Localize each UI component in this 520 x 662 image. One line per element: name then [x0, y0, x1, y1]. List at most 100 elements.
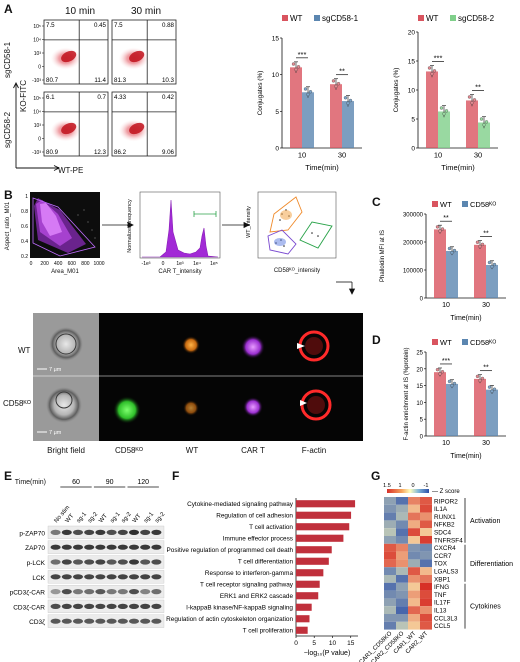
colorbar-label: — Z score	[432, 489, 460, 495]
category-label: ERK1 and ERK2 cascade	[220, 593, 294, 600]
flow-plot-1: 7.5 0.45 80.7 11.4 10⁵ 10⁴ 10³ 0 -10³	[32, 19, 109, 85]
western-band	[151, 574, 162, 580]
data-point	[487, 260, 492, 265]
western-strip	[47, 614, 165, 628]
heatmap-cell	[396, 512, 408, 521]
flow-col-title-1: 10 min	[65, 6, 95, 17]
colorbar	[387, 489, 429, 493]
gating-p2-xtick: -1e³	[142, 261, 151, 267]
bar	[290, 67, 302, 148]
data-point	[450, 383, 454, 388]
heatmap-cell	[396, 543, 408, 552]
colorbar-tick: -1	[424, 483, 429, 489]
x-tick-label: 10	[442, 302, 450, 309]
western-band	[106, 603, 117, 610]
western-band	[106, 529, 117, 536]
western-band	[95, 603, 106, 610]
western-band	[84, 574, 95, 580]
flow-plot-3: 6.1 0.7 80.9 12.3 10⁵ 10⁴ 10³ 0 -10³	[32, 91, 109, 157]
flow-density-core	[61, 50, 77, 63]
y-tick-label: 5	[275, 109, 279, 116]
flow-ytick-label: 0	[38, 65, 41, 71]
y-axis-label: F-actin enrichment at IS (%protein)	[404, 347, 410, 440]
data-point	[480, 376, 485, 381]
panel-label-g: G	[371, 469, 380, 483]
heatmap-cell	[420, 536, 432, 544]
bar	[296, 580, 320, 588]
category-label: Cytokine-mediated signaling pathway	[187, 501, 294, 508]
western-band	[140, 589, 151, 595]
heatmap-cell	[384, 575, 396, 583]
data-point	[484, 120, 489, 124]
legend-swatch	[314, 15, 320, 21]
data-point	[440, 227, 445, 231]
panel-label-d: D	[372, 333, 381, 347]
y-tick-label: 15	[416, 384, 423, 390]
western-lane-label: WT	[65, 513, 76, 524]
data-point	[306, 92, 310, 97]
western-band	[50, 544, 61, 550]
flow-ytick-label: 10⁵	[33, 24, 41, 30]
heatmap-cell	[408, 504, 420, 513]
bar	[446, 383, 458, 436]
western-band	[151, 529, 162, 536]
flow-density-core	[129, 122, 145, 135]
heatmap-cell	[420, 606, 432, 614]
heatmap-row-label: TNFRSF4	[434, 537, 463, 544]
flow-quad-tr: 0.42	[162, 94, 175, 101]
western-band	[128, 529, 140, 536]
x-axis-label: Time(min)	[450, 315, 481, 322]
western-time-point: 90	[106, 479, 114, 486]
bar	[478, 122, 490, 148]
gating-p2-xtick: 1e³	[176, 261, 184, 267]
colorbar-tick: 1.5	[383, 483, 391, 489]
western-band	[128, 618, 140, 624]
category-label: I-kappaB kinase/NF-kappaB signaling	[186, 604, 293, 611]
western-band	[117, 529, 128, 536]
bar	[342, 101, 354, 148]
western-band	[140, 559, 151, 565]
category-label: Regulation of actin cytoskeleton organiz…	[166, 616, 293, 623]
bar	[302, 92, 314, 148]
bf-cell-wt	[49, 327, 83, 361]
data-point	[348, 98, 353, 103]
x-axis-label: Time(min)	[441, 163, 475, 172]
significance-label: **	[443, 215, 449, 222]
heatmap-row-label: TNF	[434, 592, 447, 599]
legend-label: sgCD58-2	[458, 14, 495, 23]
western-lane-label: WT	[132, 513, 143, 524]
scale-bar-2: 7 μm	[49, 430, 62, 436]
flow-x-axis-label: WT-PE	[58, 166, 83, 175]
flow-quad-tr: 0.45	[94, 22, 107, 29]
western-row-label: CD3ζ-CAR	[13, 604, 45, 611]
chart-factin-enrichment: 0 5 10 15 20 25 F-actin enrichment at IS (%pro…	[404, 338, 506, 460]
western-band	[84, 544, 95, 550]
bar	[486, 264, 498, 298]
heatmap-cell	[408, 567, 420, 575]
western-band	[50, 574, 61, 580]
western-band	[117, 618, 128, 624]
heatmap-cell	[408, 559, 420, 568]
significance-label: **	[339, 67, 345, 76]
gating-arrow-1	[102, 221, 134, 229]
heatmap-row-label: RIPOR2	[434, 498, 458, 505]
western-band	[151, 544, 162, 550]
y-axis-label: Conjugates (%)	[257, 71, 264, 116]
gating-p1-ylabel: Aspect_ratio_M01	[5, 201, 11, 250]
gating-p2-ylabel: Normalized frequency	[127, 199, 133, 253]
western-band	[128, 589, 140, 595]
legend-label: WT	[440, 338, 452, 347]
heatmap-cell	[396, 598, 408, 607]
flow-quad-tr: 0.88	[162, 22, 175, 29]
gating-plot-car-t: Normalized frequency CAR T_intensity -1e…	[127, 191, 221, 275]
western-band	[140, 574, 151, 580]
bar	[296, 557, 329, 565]
heatmap-cell	[384, 606, 396, 614]
data-point	[430, 72, 434, 76]
heatmap-cell	[420, 497, 432, 505]
gating-p1-ytick: 0.8	[21, 209, 28, 215]
data-point	[343, 96, 348, 100]
gating-arrow-3	[336, 281, 356, 295]
heatmap-cell	[384, 497, 396, 505]
